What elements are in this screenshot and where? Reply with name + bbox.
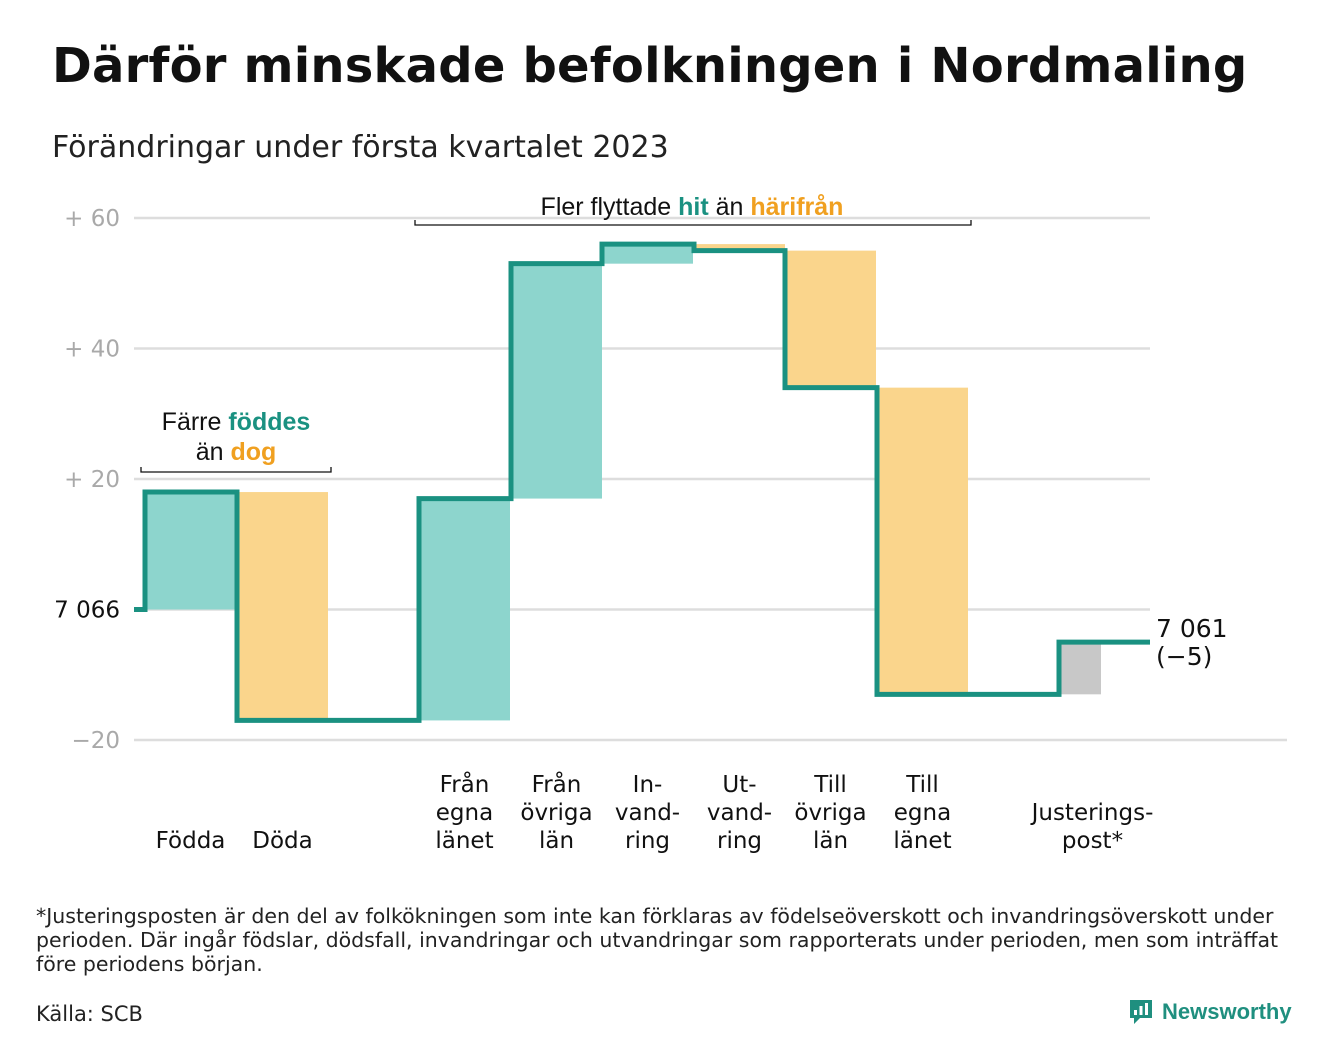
category-label: Till	[905, 772, 939, 798]
births-annotation: Färre föddes	[162, 408, 311, 436]
bar-2	[237, 492, 328, 721]
bar-8	[877, 387, 968, 695]
category-label: Födda	[156, 828, 226, 854]
category-label: Från	[532, 770, 582, 798]
category-label: länet	[893, 828, 951, 854]
category-label: egna	[894, 800, 951, 826]
waterfall-chart: + 60 + 40 + 20 7 066 −20 7 061(−5) Födda Döda Fr…	[54, 193, 1287, 854]
category-label: In-	[633, 772, 663, 798]
category-label: länet	[435, 828, 493, 854]
category-label: vand-	[707, 800, 772, 826]
category-label: post*	[1062, 828, 1123, 854]
chart-subtitle: Förändringar under första kvartalet 2023	[52, 130, 669, 165]
bar-1	[145, 492, 236, 610]
category-label: övriga	[794, 800, 866, 826]
category-label: Ut-	[722, 772, 756, 798]
y-tick-label: −20	[71, 728, 120, 754]
y-tick-label: + 40	[64, 337, 120, 363]
births-annotation: än dog	[196, 438, 277, 466]
step-line	[134, 241, 1150, 723]
category-label: vand-	[615, 800, 680, 826]
category-label: Till	[813, 772, 847, 798]
bar-5	[602, 244, 693, 264]
bar-4	[511, 263, 602, 499]
chart-title: Därför minskade befolkningen i Nordmalin…	[52, 38, 1248, 94]
end-value-label: 7 061	[1156, 614, 1228, 643]
end-value-label: (−5)	[1156, 642, 1212, 671]
y-tick-label: + 60	[64, 206, 120, 232]
category-label: Döda	[252, 828, 312, 854]
brand-name: Newsworthy	[1162, 999, 1292, 1024]
moves-bracket	[414, 220, 972, 226]
births-bracket	[140, 467, 332, 473]
category-label: egna	[436, 800, 493, 826]
source-label: Källa: SCB	[36, 1002, 143, 1026]
category-label: län	[539, 828, 574, 854]
y-tick-label: + 20	[64, 467, 120, 493]
category-label: ring	[625, 828, 670, 854]
category-label: Från	[440, 770, 490, 798]
category-label: övriga	[520, 800, 592, 826]
bar-7	[785, 250, 876, 388]
start-value-label: 7 066	[54, 598, 120, 624]
moves-annotation: Fler flyttade hit än härifrån	[541, 193, 844, 221]
newsworthy-logo-icon	[1130, 1000, 1152, 1024]
bar-9	[1059, 642, 1101, 695]
footnote: *Justeringsposten är den del av folkökni…	[36, 904, 1279, 976]
category-label: ring	[717, 828, 762, 854]
category-label: Justerings-	[1030, 800, 1154, 826]
bar-3	[419, 498, 510, 721]
bar-6	[694, 244, 785, 251]
brand-logo: Newsworthy	[1128, 998, 1292, 1026]
category-label: län	[813, 828, 848, 854]
